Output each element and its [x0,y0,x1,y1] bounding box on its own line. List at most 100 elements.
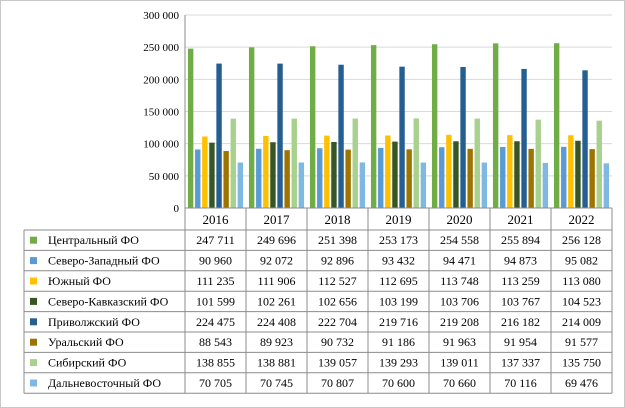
bar [338,64,344,208]
bar [521,68,527,208]
bar [507,135,513,208]
data-label: 102 261 [257,294,296,308]
data-label: 94 471 [443,254,476,268]
bar [439,147,445,208]
data-label: 254 558 [440,233,479,247]
data-label: 139 293 [379,356,418,370]
data-label: 138 881 [257,356,296,370]
bar [431,44,438,209]
bar [209,142,215,208]
data-label: 224 408 [257,315,296,329]
data-label: 90 960 [199,254,232,268]
data-label: 89 923 [260,335,293,349]
data-label: 70 660 [443,376,476,390]
bar [514,141,520,208]
bar [385,135,391,208]
y-tick-label: 0 [174,203,180,215]
data-label: 103 706 [440,294,479,308]
data-label: 70 600 [382,376,415,390]
legend-series-name: Сибирский ФО [48,356,127,370]
bar [535,119,541,208]
data-label: 70 116 [504,376,537,390]
bar [187,48,194,209]
bar [223,151,229,208]
bar [230,118,236,208]
bar [317,148,323,208]
bar [378,147,384,208]
data-label: 214 009 [562,315,601,329]
bar [413,118,419,208]
data-label: 113 748 [440,274,479,288]
legend-series-name: Уральский ФО [48,335,124,349]
data-label: 101 599 [196,294,235,308]
bar [359,162,366,208]
data-label: 88 543 [199,335,232,349]
legend-key [30,379,37,387]
data-label: 112 695 [379,274,418,288]
bar [582,70,588,208]
legend-series-name: Северо-Кавказский ФО [48,294,169,308]
bar [542,162,549,208]
x-category-label: 2016 [203,212,230,227]
bar [291,118,297,208]
bar [399,66,405,208]
bar [284,150,290,208]
y-tick-label: 200 000 [143,74,179,86]
bar [345,149,351,208]
bar [216,63,222,208]
data-label: 251 398 [318,233,357,247]
bar [474,118,480,208]
bar [270,142,276,208]
data-label: 247 711 [196,233,235,247]
data-label: 137 337 [501,356,540,370]
legend-series-name: Южный ФО [48,274,111,288]
data-label: 139 011 [440,356,479,370]
bar [352,118,358,208]
x-category-label: 2020 [447,212,473,227]
bar [492,43,499,208]
bar [392,141,398,208]
data-label: 91 954 [504,335,537,349]
legend-key [30,277,37,285]
bar [263,136,269,208]
data-label: 103 199 [379,294,418,308]
x-category-label: 2021 [508,212,534,227]
bar [596,120,602,208]
data-label: 113 259 [501,274,540,288]
data-label: 222 704 [318,315,357,329]
data-label: 249 696 [257,233,296,247]
bar [202,136,208,208]
bar [553,43,560,208]
bar [256,148,262,208]
data-label: 253 173 [379,233,418,247]
data-label: 95 082 [565,254,598,268]
bar [446,134,452,208]
bar [575,140,581,208]
data-label: 93 432 [382,254,415,268]
data-label: 91 963 [443,335,476,349]
data-label: 113 080 [562,274,601,288]
bar [195,149,201,208]
data-label: 92 896 [321,254,354,268]
bar [309,46,316,208]
bar [561,146,567,208]
y-tick-label: 150 000 [143,107,179,119]
bar [528,148,534,208]
data-label: 139 057 [318,356,357,370]
data-label: 224 475 [196,315,235,329]
bar [568,135,574,208]
data-label: 216 182 [501,315,540,329]
data-label: 91 186 [382,335,415,349]
data-label: 90 732 [321,335,354,349]
bar [589,149,595,208]
legend-key [30,338,37,346]
data-label: 70 705 [199,376,232,390]
bar [298,162,305,208]
bar [331,141,337,208]
data-label: 104 523 [562,294,601,308]
bar [237,162,244,208]
bar [248,47,255,208]
legend-key [30,359,37,367]
data-label: 70 745 [260,376,293,390]
